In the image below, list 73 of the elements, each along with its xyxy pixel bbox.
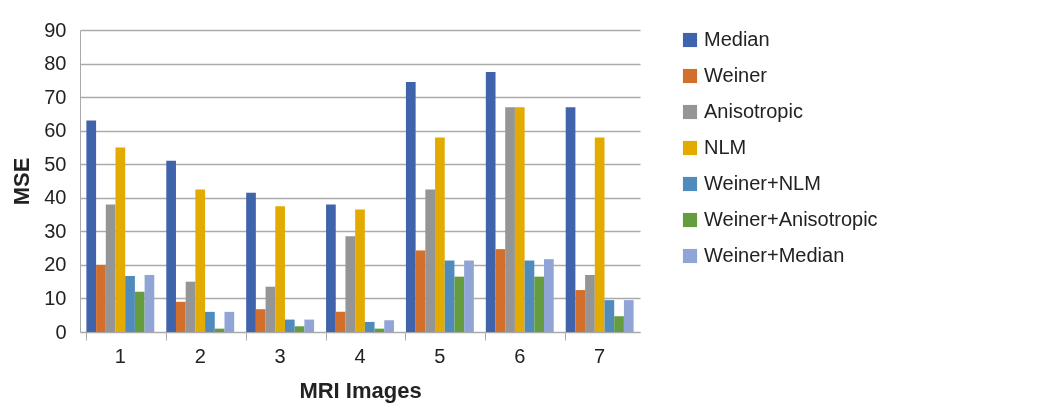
legend-label: Weiner+NLM — [704, 172, 821, 194]
bar — [444, 260, 455, 332]
bar — [345, 236, 356, 332]
x-tick-label: 2 — [194, 344, 206, 367]
bar — [505, 107, 515, 332]
bar — [355, 209, 365, 332]
x-tick-label: 6 — [514, 344, 526, 367]
bar — [134, 291, 145, 332]
y-tick-label: 50 — [44, 152, 67, 175]
bar — [175, 301, 186, 332]
y-tick-label: 60 — [44, 119, 67, 142]
bar — [514, 107, 525, 332]
legend-label: Weiner — [704, 64, 768, 86]
y-axis-title: MSE — [9, 157, 35, 206]
bar — [594, 137, 605, 332]
bar — [415, 250, 426, 332]
bar — [105, 204, 116, 332]
bar — [384, 320, 394, 332]
bar — [454, 276, 465, 332]
legend-label: NLM — [704, 136, 747, 158]
bar — [534, 276, 545, 332]
bar — [96, 264, 106, 332]
bar — [405, 82, 416, 332]
x-tick-label: 5 — [434, 344, 446, 367]
bar — [565, 107, 576, 332]
bar — [86, 120, 97, 332]
bar — [185, 281, 196, 332]
bar — [524, 260, 535, 332]
bar — [614, 316, 624, 332]
bar — [425, 189, 436, 332]
y-tick-label: 40 — [44, 186, 67, 209]
bar — [464, 260, 474, 332]
x-tick-label: 3 — [274, 344, 286, 367]
x-tick-label: 7 — [594, 344, 606, 367]
y-tick-label: 20 — [44, 253, 67, 276]
bar — [125, 275, 135, 332]
bar — [326, 204, 336, 332]
x-tick-label: 4 — [354, 344, 366, 367]
bar — [335, 311, 346, 332]
bar — [304, 319, 315, 332]
legend-label: Weiner+Anisotropic — [704, 208, 878, 230]
y-tick-label: 30 — [44, 219, 67, 242]
x-tick-label: 1 — [114, 344, 126, 367]
bar — [265, 286, 276, 332]
bar — [246, 192, 256, 332]
legend-label: Weiner+Median — [704, 244, 845, 266]
bar — [294, 326, 305, 332]
bar — [284, 319, 295, 332]
bar — [544, 259, 554, 332]
bar — [275, 206, 285, 332]
x-axis-title: MRI Images — [299, 377, 422, 403]
bar — [623, 300, 634, 332]
bar — [485, 71, 496, 332]
y-tick-label: 10 — [44, 286, 67, 309]
bar — [575, 290, 586, 332]
bar — [604, 300, 615, 332]
legend-label: Median — [704, 28, 770, 50]
bar — [144, 274, 155, 332]
y-tick-label: 70 — [44, 85, 67, 108]
legend-label: Anisotropic — [704, 100, 803, 122]
bar — [166, 160, 176, 332]
bar — [364, 321, 375, 332]
bar — [224, 311, 235, 332]
y-tick-label: 0 — [55, 320, 67, 343]
bar — [585, 274, 595, 332]
y-tick-label: 80 — [44, 52, 67, 75]
y-tick-label: 90 — [44, 18, 67, 41]
bar — [195, 189, 206, 332]
bar — [255, 309, 266, 332]
bar — [205, 311, 215, 332]
bar — [495, 249, 506, 332]
bar — [115, 147, 126, 332]
bar — [435, 137, 445, 332]
